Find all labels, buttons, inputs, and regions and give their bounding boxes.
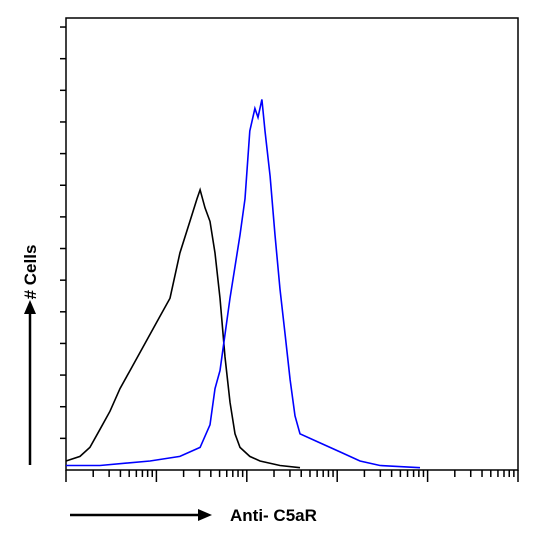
- x-axis-label: Anti- C5aR: [230, 506, 317, 525]
- x-arrow-head: [198, 509, 212, 521]
- plot-frame: [65, 17, 519, 471]
- y-axis-label: # Cells: [21, 245, 40, 300]
- histogram-line: [66, 99, 421, 469]
- y-arrow-head: [24, 300, 36, 314]
- histogram-line: [65, 187, 301, 469]
